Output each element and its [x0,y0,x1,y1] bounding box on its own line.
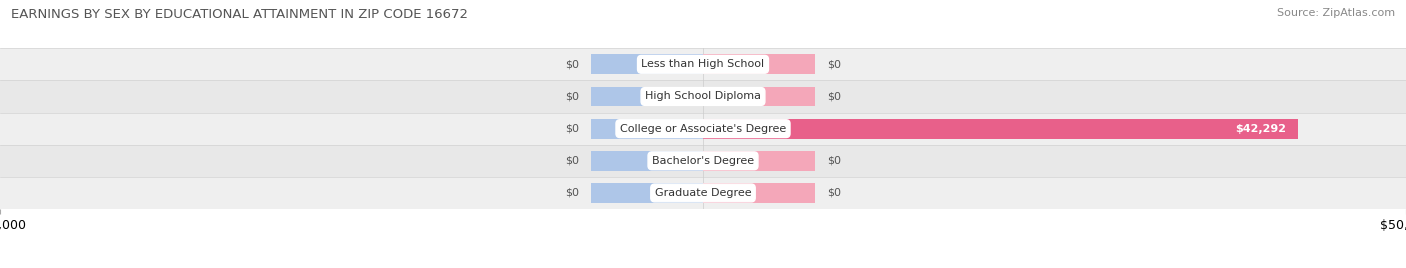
Bar [591,183,703,203]
Text: Graduate Degree: Graduate Degree [655,188,751,198]
Text: $0: $0 [565,124,579,134]
Bar [0,80,1406,113]
Bar [591,87,703,106]
Bar [591,151,703,171]
Text: $0: $0 [827,156,841,166]
Text: $0: $0 [565,59,579,69]
Text: EARNINGS BY SEX BY EDUCATIONAL ATTAINMENT IN ZIP CODE 16672: EARNINGS BY SEX BY EDUCATIONAL ATTAINMEN… [11,8,468,21]
Bar [591,119,703,139]
Legend: Male, Female: Male, Female [638,263,768,268]
Bar [703,183,815,203]
Text: Less than High School: Less than High School [641,59,765,69]
Bar [591,54,703,74]
Text: $42,292: $42,292 [1236,124,1286,134]
Text: High School Diploma: High School Diploma [645,91,761,102]
Text: $0: $0 [827,188,841,198]
Bar [703,54,815,74]
Bar [0,145,1406,177]
Bar [703,151,815,171]
Text: $0: $0 [565,91,579,102]
Text: Source: ZipAtlas.com: Source: ZipAtlas.com [1277,8,1395,18]
Bar [0,113,1406,145]
Text: $0: $0 [565,188,579,198]
Bar [703,87,815,106]
Text: $0: $0 [827,59,841,69]
Text: Bachelor's Degree: Bachelor's Degree [652,156,754,166]
Bar [0,177,1406,209]
Bar [703,119,1298,139]
Text: College or Associate's Degree: College or Associate's Degree [620,124,786,134]
Text: $0: $0 [565,156,579,166]
Text: $0: $0 [827,91,841,102]
Bar [0,48,1406,80]
